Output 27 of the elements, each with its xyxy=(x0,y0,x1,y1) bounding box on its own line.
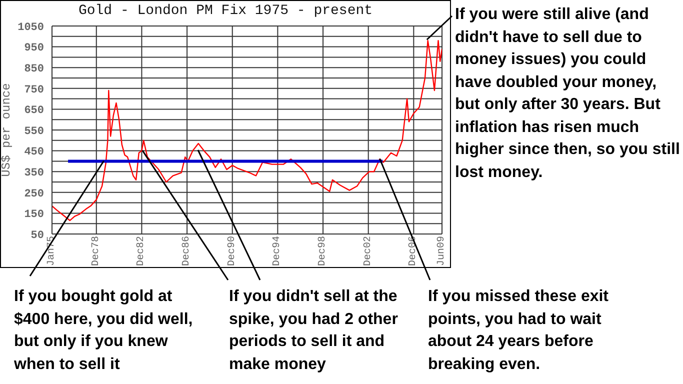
annotation: If you didn't sell at the spike, you had 2 other periods to sell it and make money xyxy=(229,287,399,374)
y-tick-label: 150 xyxy=(24,209,44,222)
y-tick-label: 250 xyxy=(24,188,44,200)
x-tick-label: Dec06 xyxy=(408,236,420,266)
y-tick-label: 750 xyxy=(24,84,44,96)
x-tick-label: Dec02 xyxy=(362,236,374,266)
y-tick-label: 950 xyxy=(24,42,44,55)
y-tick-label: 850 xyxy=(24,64,44,76)
y-tick-label: 650 xyxy=(24,105,44,118)
x-tick-label: Dec98 xyxy=(318,236,329,266)
x-tick-label: Dec82 xyxy=(136,236,148,266)
annotation: If you bought gold at $400 here, you did well, but only if you knew when to sell it xyxy=(14,287,194,374)
x-tick-label: Dec90 xyxy=(226,236,238,266)
y-axis-title: US$ per ounce xyxy=(0,83,14,177)
x-tick-label: Dec86 xyxy=(182,236,193,266)
chart-title: Gold - London PM Fix 1975 - present xyxy=(77,3,374,19)
y-tick-label: 50 xyxy=(30,230,44,242)
y-tick-label: 1050 xyxy=(18,22,44,34)
y-tick-label: 550 xyxy=(24,126,44,138)
y-tick-label: 450 xyxy=(24,146,44,159)
annotation: If you were still alive (and didn't have to sell due to money issues) you could have doubled your money, but only after 30 years. But inflation has risen much higher since then, so you still lost money. xyxy=(455,5,681,182)
x-tick-label: Jun09 xyxy=(436,236,448,266)
x-tick-label: Dec78 xyxy=(90,236,102,266)
annotation: If you missed these exit points, you had to wait about 24 years before breaking even. xyxy=(428,287,610,374)
line-series xyxy=(52,40,442,222)
x-tick-label: Dec94 xyxy=(272,236,284,266)
y-tick-label: 350 xyxy=(24,168,44,180)
